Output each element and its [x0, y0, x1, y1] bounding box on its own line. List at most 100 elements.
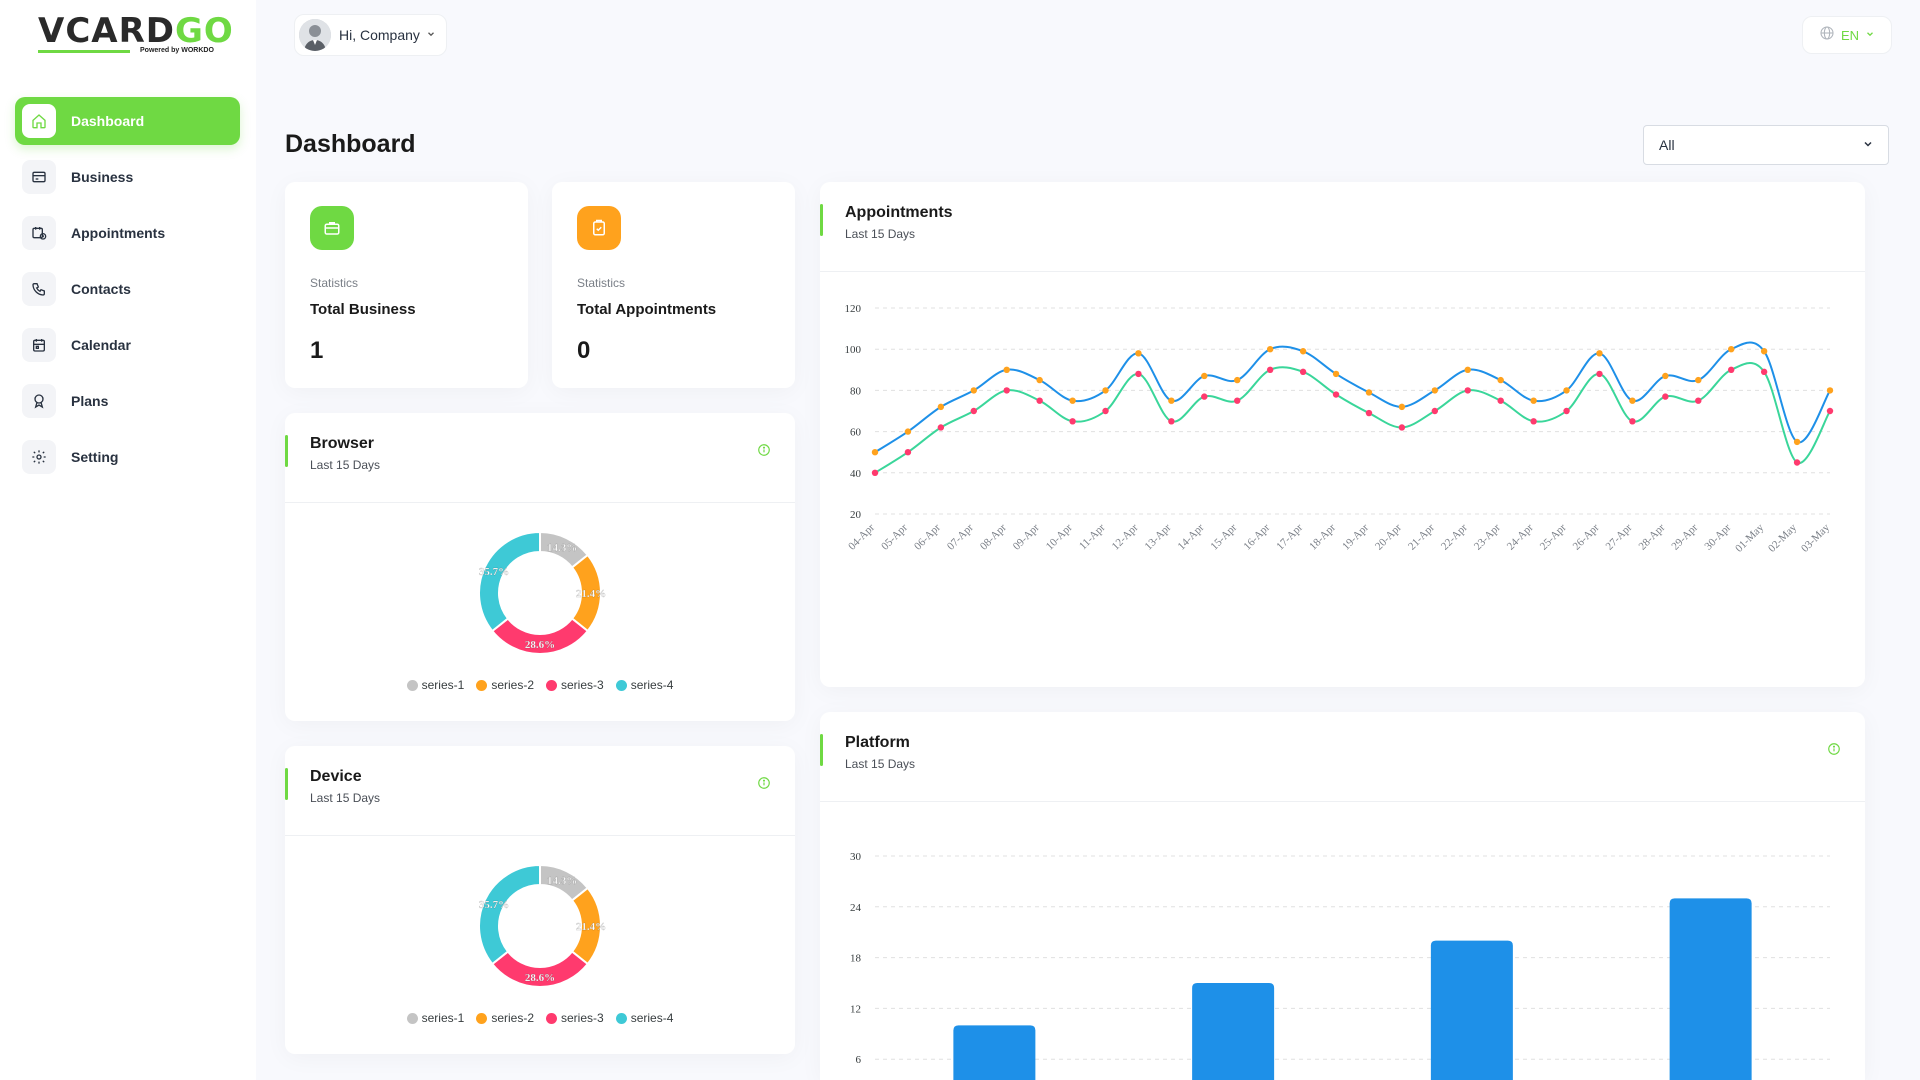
x-tick-label: 11-Apr [1077, 521, 1108, 552]
donut-slice [478, 863, 541, 966]
data-point [1168, 418, 1175, 425]
bar [953, 1025, 1036, 1080]
legend-dot [476, 679, 488, 691]
card-accent [285, 435, 288, 467]
legend-item[interactable]: series-3 [546, 1011, 604, 1025]
x-tick-label: 09-Apr [1011, 521, 1042, 552]
legend-item[interactable]: series-4 [615, 1011, 674, 1025]
data-point [871, 449, 879, 456]
platform-card: Platform Last 15 Days 6 12 18 24 30 [820, 712, 1865, 1080]
sidebar-item-label: Dashboard [71, 113, 145, 129]
data-point [1036, 397, 1043, 404]
x-tick-label: 18-Apr [1307, 521, 1338, 552]
sidebar-item-plans[interactable]: Plans [15, 377, 240, 425]
card-subtitle: Last 15 Days [845, 227, 916, 241]
x-tick-label: 10-Apr [1044, 521, 1075, 552]
language-label: EN [1840, 27, 1860, 43]
x-tick-label: 26-Apr [1571, 521, 1602, 552]
legend-item[interactable]: series-3 [546, 678, 604, 692]
legend-dot [406, 1012, 418, 1024]
data-point [937, 424, 945, 431]
sidebar-item-dashboard[interactable]: Dashboard [15, 97, 240, 145]
info-icon[interactable] [757, 443, 771, 457]
data-point [1365, 409, 1373, 417]
calendar-clock-icon [22, 216, 56, 250]
data-point [1793, 459, 1801, 466]
data-point [1728, 366, 1735, 373]
data-point [1563, 407, 1570, 415]
legend-label: series-4 [630, 678, 674, 692]
data-point [1069, 397, 1076, 404]
card-header: Appointments Last 15 Days [820, 182, 1865, 272]
legend-item[interactable]: series-2 [476, 1011, 534, 1025]
sidebar-item-business[interactable]: Business [15, 153, 240, 201]
sidebar-item-contacts[interactable]: Contacts [15, 265, 240, 313]
data-point [1135, 370, 1142, 378]
stat-value: 1 [310, 337, 324, 364]
sidebar-item-label: Calendar [71, 337, 131, 353]
data-point [1662, 372, 1669, 380]
data-point [1530, 397, 1537, 404]
y-tick-label: 18 [850, 953, 862, 965]
language-menu[interactable]: EN [1802, 16, 1892, 54]
data-point [904, 428, 912, 435]
x-tick-label: 02-May [1766, 521, 1799, 554]
x-tick-label: 13-Apr [1143, 521, 1174, 552]
legend-item[interactable]: series-2 [476, 678, 534, 692]
data-point [1464, 366, 1471, 373]
slice-label: 28.6% [525, 972, 555, 984]
x-tick-label: 23-Apr [1472, 521, 1503, 552]
data-point [1135, 350, 1142, 357]
chevron-down-icon [1862, 137, 1874, 153]
x-tick-label: 30-Apr [1702, 521, 1733, 552]
data-point [1695, 397, 1702, 404]
chart-legend: series-1 series-2 series-3 series-4 [285, 1011, 795, 1025]
info-icon[interactable] [1827, 742, 1841, 756]
home-icon [22, 104, 56, 138]
logo[interactable]: VCARDGO Powered by WORKDO [38, 11, 234, 60]
legend-label: series-4 [630, 1011, 674, 1025]
legend-item[interactable]: series-4 [615, 678, 674, 692]
sidebar-item-calendar[interactable]: Calendar [15, 321, 240, 369]
user-menu[interactable]: Hi, Company [294, 14, 447, 56]
legend-item[interactable]: series-1 [406, 1011, 464, 1025]
data-point [1662, 393, 1669, 400]
data-point [1266, 366, 1274, 373]
data-point [1003, 366, 1010, 373]
legend-dot [476, 1012, 488, 1024]
legend-label: series-3 [561, 678, 604, 692]
legend-item[interactable]: series-1 [406, 678, 465, 692]
slice-label: 21.4% [576, 921, 606, 933]
filter-select[interactable]: All [1643, 125, 1889, 165]
x-tick-label: 29-Apr [1669, 521, 1700, 552]
data-point [1760, 348, 1768, 355]
card-accent [820, 204, 823, 236]
x-tick-label: 27-Apr [1604, 521, 1635, 552]
y-tick-label: 40 [850, 468, 862, 480]
y-tick-label: 24 [850, 902, 862, 914]
x-tick-label: 04-Apr [846, 521, 877, 552]
x-tick-label: 16-Apr [1241, 521, 1272, 552]
logo-wordmark: VCARDGO [38, 11, 234, 51]
legend-label: series-1 [421, 678, 465, 692]
sidebar-item-setting[interactable]: Setting [15, 433, 240, 481]
stat-title: Total Business [310, 301, 416, 318]
card-subtitle: Last 15 Days [310, 791, 381, 805]
data-point [1826, 407, 1834, 415]
card-icon [22, 160, 56, 194]
data-point [1596, 370, 1603, 378]
stat-caption: Statistics [310, 276, 359, 290]
sidebar-item-appointments[interactable]: Appointments [15, 209, 240, 257]
donut-slice [478, 530, 541, 633]
sidebar-item-label: Plans [71, 393, 109, 409]
info-icon[interactable] [757, 776, 771, 790]
y-tick-label: 120 [845, 303, 862, 315]
slice-label: 14.3% [547, 542, 577, 554]
x-tick-label: 05-Apr [879, 521, 910, 552]
data-point [1793, 438, 1801, 446]
x-tick-label: 06-Apr [912, 521, 943, 552]
legend-dot [615, 679, 627, 691]
card-accent [820, 734, 823, 766]
y-tick-label: 12 [850, 1003, 861, 1015]
x-tick-label: 03-May [1799, 521, 1832, 554]
